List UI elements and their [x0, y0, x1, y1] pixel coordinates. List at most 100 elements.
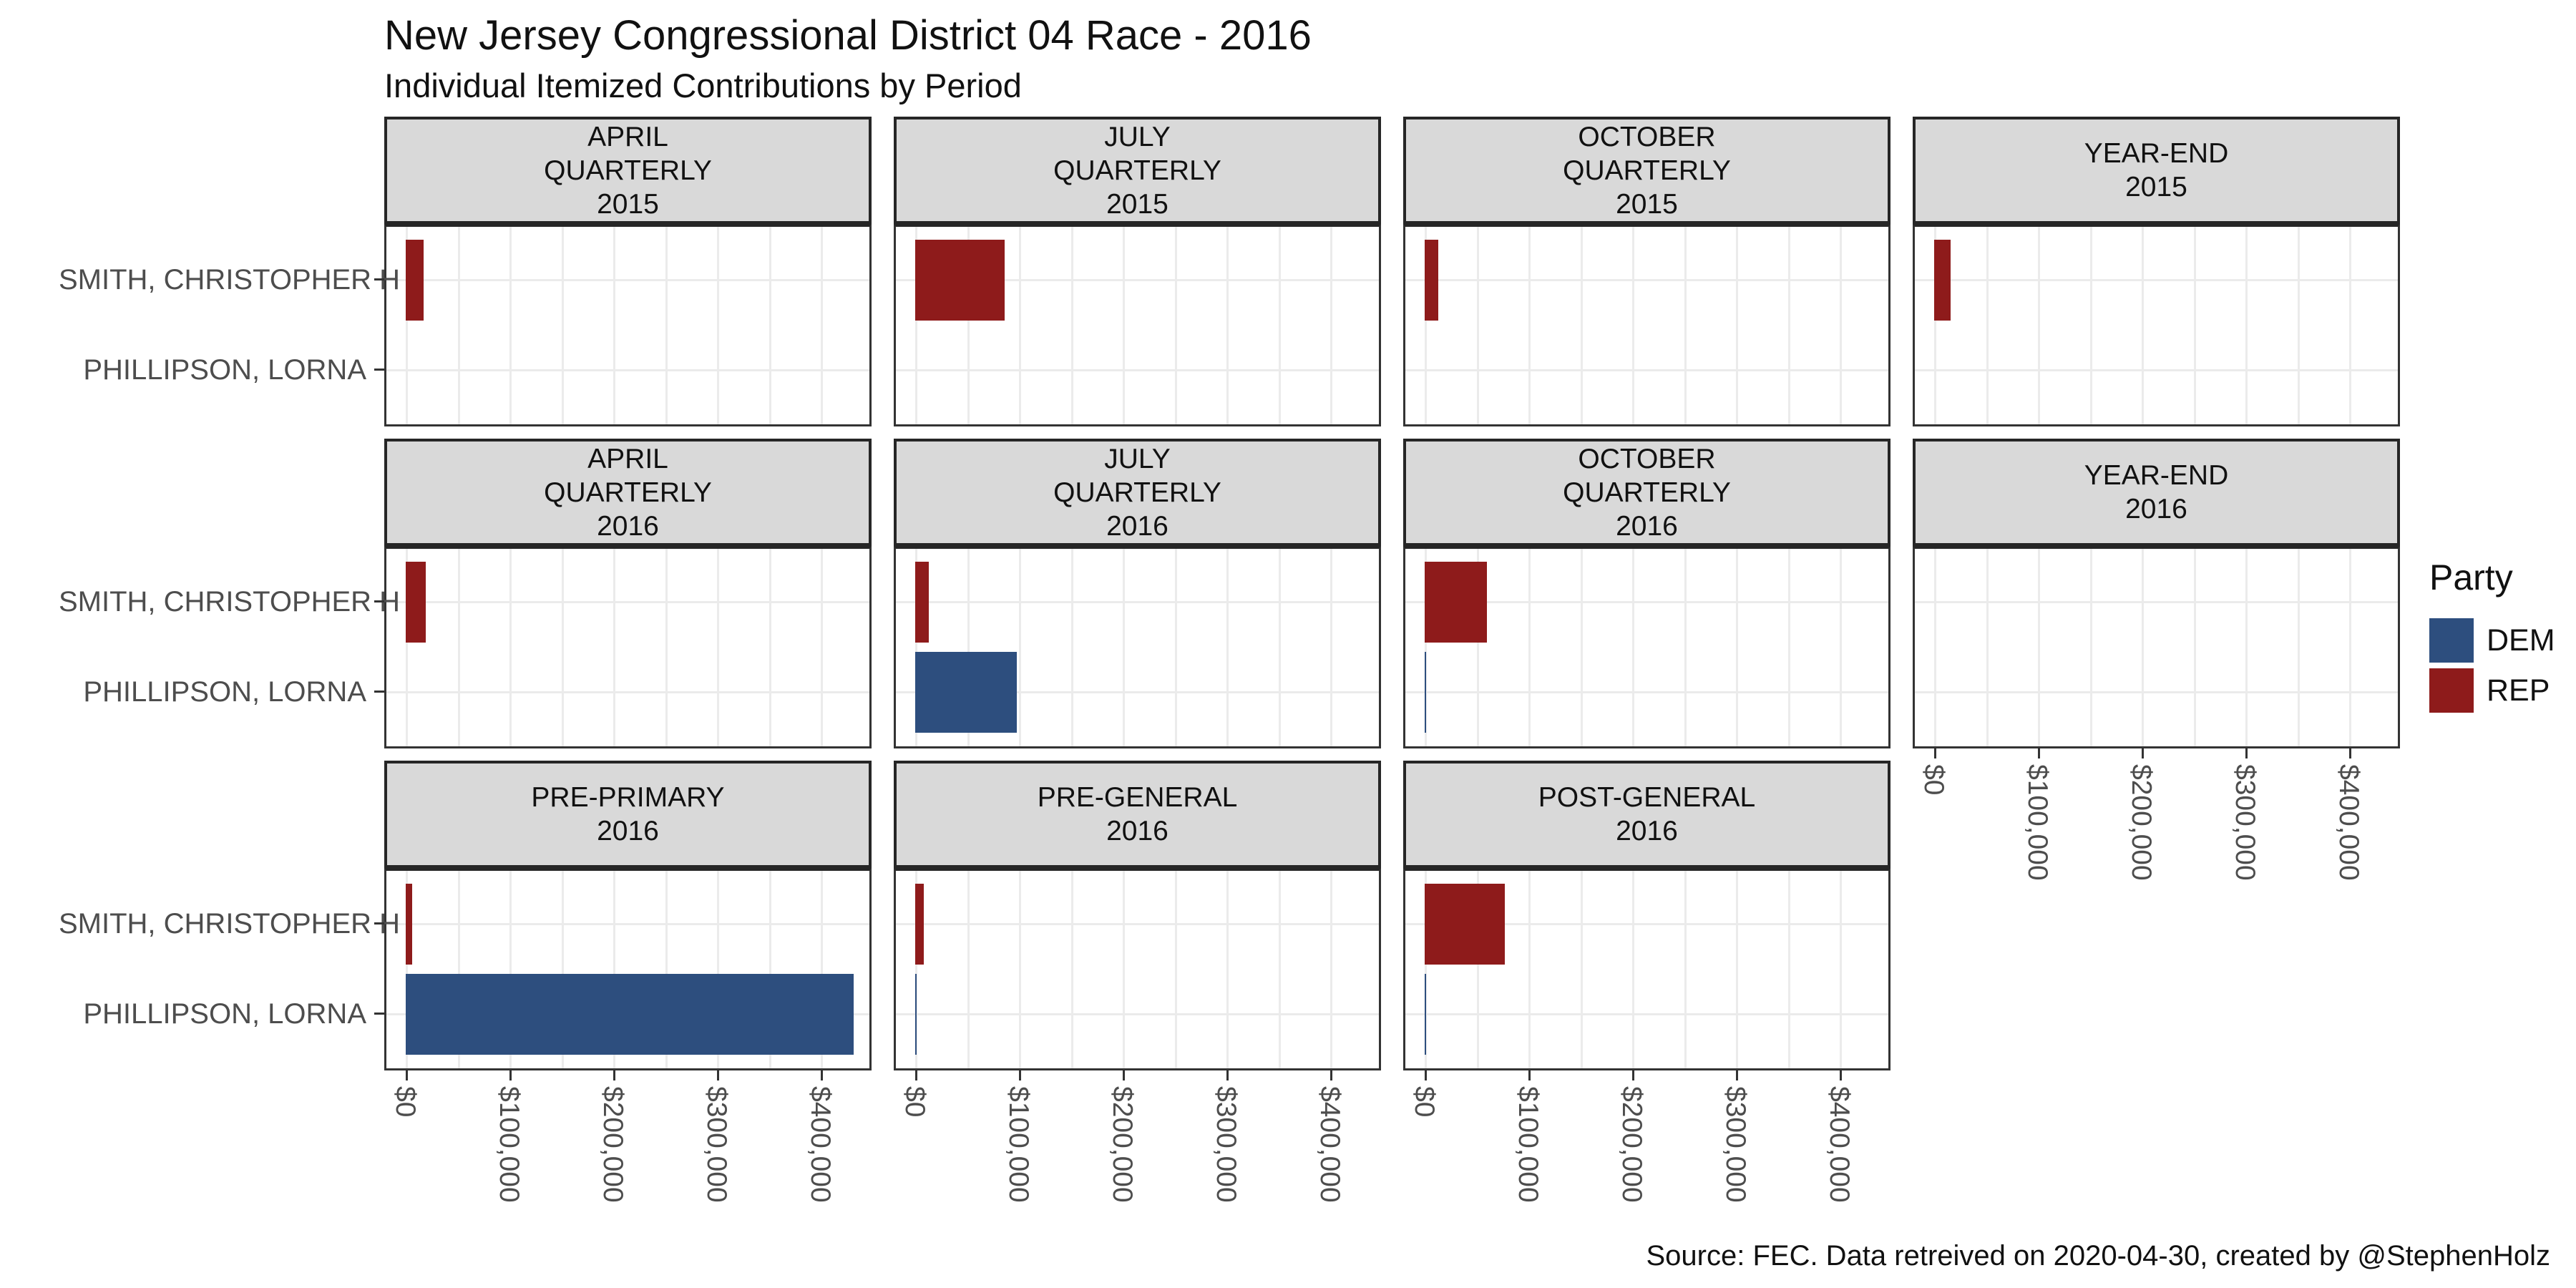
facet-strip-label: 2016: [1106, 510, 1169, 542]
y-axis-label: PHILLIPSON, LORNA: [83, 676, 366, 708]
x-axis-tick: [2142, 748, 2144, 758]
gridline-vertical: [1684, 549, 1687, 746]
gridline-vertical: [1070, 549, 1073, 746]
x-axis-tick: [1019, 1070, 1021, 1080]
bar-rep: [406, 561, 426, 643]
gridline-vertical: [1787, 549, 1790, 746]
gridline-vertical: [561, 871, 564, 1068]
facet-panel: [384, 546, 872, 748]
x-axis-tick: [821, 1070, 823, 1080]
gridline-vertical: [1736, 549, 1738, 746]
gridline-horizontal: [1405, 369, 1888, 371]
gridline-vertical: [613, 549, 615, 746]
gridline-vertical: [509, 549, 512, 746]
gridline-horizontal: [386, 691, 869, 693]
legend-swatch-dem-icon: [2429, 618, 2474, 663]
gridline-vertical: [1840, 549, 1842, 746]
gridline-horizontal: [1915, 369, 2398, 371]
gridline-vertical: [2193, 227, 2196, 424]
gridline-vertical: [2142, 227, 2144, 424]
facet-strip-label: APRIL: [587, 443, 668, 474]
facet-panel: [1403, 224, 1890, 426]
bar-rep: [915, 239, 1005, 321]
x-axis-label-text: $400,000: [1314, 1086, 1345, 1203]
gridline-vertical: [613, 227, 615, 424]
gridline-vertical: [717, 227, 719, 424]
gridline-vertical: [1787, 871, 1790, 1068]
gridline-vertical: [915, 227, 917, 424]
gridline-vertical: [769, 549, 771, 746]
gridline-vertical: [2193, 549, 2196, 746]
x-axis-label: $0: [899, 1086, 960, 1117]
x-axis-label-text: $100,000: [1003, 1086, 1034, 1203]
x-axis-label-text: $100,000: [1513, 1086, 1543, 1203]
gridline-vertical: [2089, 227, 2092, 424]
x-axis-label-text: $0: [390, 1086, 421, 1118]
gridline-vertical: [769, 871, 771, 1068]
gridline-vertical: [1580, 227, 1583, 424]
facet-panel: [894, 224, 1381, 426]
gridline-vertical: [509, 871, 512, 1068]
x-axis-label-text: $200,000: [1616, 1086, 1647, 1203]
gridline-vertical: [1632, 871, 1634, 1068]
facet-strip-label: JULY: [1104, 443, 1171, 474]
page-title: New Jersey Congressional District 04 Rac…: [384, 12, 1312, 59]
gridline-vertical: [1528, 549, 1531, 746]
facet-panel: [1913, 224, 2400, 426]
legend-label-dem: DEM: [2487, 623, 2555, 658]
facet-strip-label: 2016: [1616, 816, 1678, 847]
gridline-vertical: [2349, 227, 2351, 424]
y-axis-tick: [374, 1013, 384, 1015]
x-axis-label-text: $300,000: [701, 1086, 732, 1203]
x-axis-tick: [1528, 1070, 1531, 1080]
gridline-vertical: [665, 549, 668, 746]
gridline-vertical: [665, 871, 668, 1068]
gridline-vertical: [2038, 549, 2040, 746]
facet-strip: OCTOBER QUARTERLY 2015: [1403, 117, 1890, 224]
x-axis-label-text: $0: [899, 1086, 930, 1118]
gridline-vertical: [457, 871, 460, 1068]
facet-strip: OCTOBER QUARTERLY 2016: [1403, 439, 1890, 546]
source-caption: Source: FEC. Data retreived on 2020-04-3…: [1646, 1240, 2550, 1272]
facet-strip-label: PRE-GENERAL: [1037, 782, 1238, 813]
gridline-vertical: [457, 227, 460, 424]
facet-strip-label: APRIL: [587, 121, 668, 152]
gridline-vertical: [717, 871, 719, 1068]
facet-strip: PRE-GENERAL 2016: [894, 761, 1381, 868]
facet-strip-label: 2016: [597, 816, 659, 847]
x-axis-tick: [509, 1070, 512, 1080]
gridline-vertical: [821, 227, 823, 424]
gridline-vertical: [1070, 227, 1073, 424]
gridline-vertical: [1123, 871, 1125, 1068]
bar-dem: [915, 973, 917, 1055]
gridline-vertical: [1632, 549, 1634, 746]
gridline-vertical: [967, 871, 970, 1068]
x-axis-label-text: $100,000: [494, 1086, 525, 1203]
facet-strip-label: 2015: [2125, 172, 2187, 203]
gridline-horizontal: [386, 369, 869, 371]
gridline-horizontal: [1915, 691, 2398, 693]
gridline-vertical: [1736, 871, 1738, 1068]
gridline-vertical: [2297, 549, 2300, 746]
x-axis-label: $400,000: [2333, 764, 2480, 881]
facet-strip-label: OCTOBER: [1578, 121, 1716, 152]
gridline-vertical: [915, 871, 917, 1068]
gridline-vertical: [1528, 871, 1531, 1068]
gridline-vertical: [967, 549, 970, 746]
y-axis-tick: [374, 691, 384, 693]
x-axis-tick: [406, 1070, 408, 1080]
gridline-vertical: [1840, 871, 1842, 1068]
x-axis-tick: [1840, 1070, 1842, 1080]
facet-panel: [1913, 546, 2400, 748]
facet-strip: POST-GENERAL 2016: [1403, 761, 1890, 868]
gridline-horizontal: [896, 923, 1379, 925]
gridline-vertical: [717, 549, 719, 746]
gridline-vertical: [1123, 549, 1125, 746]
facet-strip: YEAR-END 2015: [1913, 117, 2400, 224]
facet-strip-label: QUARTERLY: [1053, 477, 1221, 508]
gridline-vertical: [821, 871, 823, 1068]
gridline-vertical: [1476, 227, 1479, 424]
facet-strip-label: QUARTERLY: [1563, 155, 1731, 186]
facet-strip-label: QUARTERLY: [1053, 155, 1221, 186]
